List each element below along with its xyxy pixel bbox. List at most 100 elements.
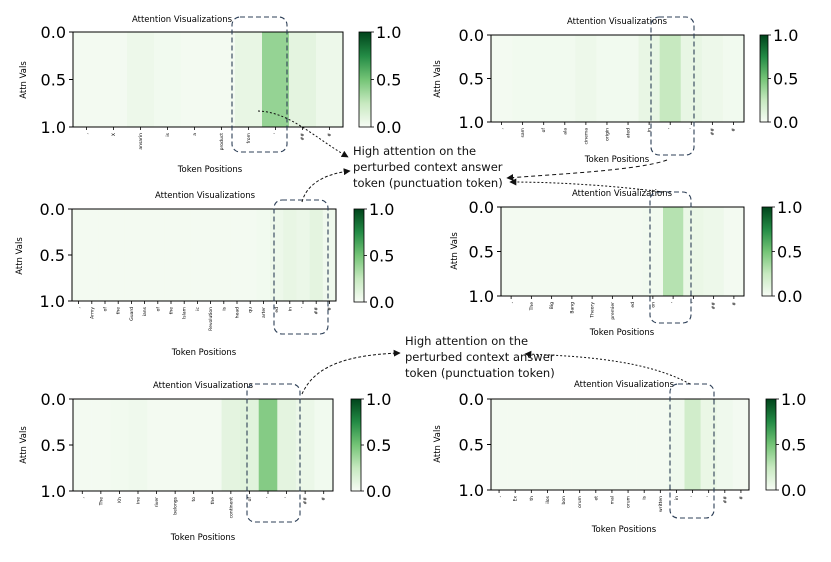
heatmap-cell-2-2 [533,35,555,122]
x-tick-label-4-6: ed [630,302,636,308]
attention-panel-6: 0.0 0.5 1.0, Ex th ilos bon orum et mal orum is writ… [433,380,806,535]
heatmap-cell-4-11 [723,207,745,296]
x-tick-label-5-2: Kh [117,497,123,503]
highlight-box-5 [246,383,301,523]
x-tick-label-2-11: # [731,128,737,132]
colorbar-tick-label-6-1: 0.5 [781,436,806,455]
highlight-box-3 [273,199,329,335]
attention-panel-5: 0.0 0.5 1.0, The Kh ine river belongs to the conti… [19,381,391,543]
heatmap-cell-3-3 [111,209,126,301]
x-tick-label-5-10: ' [266,497,272,498]
heatmap-cell-3-12 [230,209,244,301]
colorbar-tick-label-3-1: 0.5 [369,247,394,266]
x-tick-label-3-10: Revolution [208,307,214,331]
heatmap-cell-5-0 [73,399,92,491]
x-tick-label-6-14: ## [722,496,728,504]
chart-title-3: Attention Visualizations [155,191,256,201]
heatmap-cell-3-6 [151,209,165,301]
x-tick-label-1-8: ## [300,133,306,141]
x-tick-label-5-3: ine [136,497,142,504]
x-tick-label-6-4: bon [561,496,567,505]
y-tick-label-2-1: 0.5 [459,70,484,89]
heatmap-cell-3-9 [190,209,205,301]
heatmap-cell-4-7 [642,207,664,296]
heatmap-cell-6-0 [491,399,508,490]
x-tick-label-3-19: # [327,307,333,311]
x-tick-label-5-0: , [81,497,86,498]
heatmap-cell-6-4 [555,399,572,490]
x-tick-label-3-15: ed [274,307,280,313]
heatmap-cell-4-6 [622,207,644,296]
heatmap-cell-3-0 [72,209,86,301]
highlight-box-2 [650,16,695,156]
heatmap-cell-3-7 [164,209,178,301]
x-tick-label-6-15: # [738,496,744,500]
callout-top: High attention on the perturbed context … [353,143,503,191]
heatmap-cell-1-3 [154,32,182,127]
x-axis-label-2: Token Positions [584,155,650,165]
y-tick-label-6-2: 1.0 [459,481,484,500]
heatmap-cell-1-9 [316,32,344,127]
colorbar-tick-label-1-1: 0.5 [376,71,401,90]
chart-title-1: Attention Visualizations [132,15,233,25]
y-tick-label-4-0: 0.0 [469,198,494,217]
heatmap-cell-2-3 [554,35,576,122]
heatmap-cell-4-8 [663,207,684,296]
x-axis-label-5: Token Positions [170,533,236,543]
colorbar-tick-label-4-2: 0.0 [777,287,802,306]
callout-bottom-line-3: token (punctuation token) [405,366,555,380]
y-tick-label-1-2: 1.0 [41,118,66,137]
heatmap-cell-3-18 [309,209,324,301]
heatmap-cell-1-6 [235,32,263,127]
x-tick-label-6-13: ' [706,496,712,497]
x-tick-label-4-0: , [510,302,515,303]
heatmap-cell-2-9 [680,35,703,122]
heatmap-cell-2-8 [659,35,682,122]
colorbar-tick-label-2-0: 1.0 [773,26,798,45]
arrow-panel1-to-callout [257,110,349,158]
x-tick-label-6-0: , [498,496,503,497]
x-tick-label-4-1: The [529,302,535,312]
heatmap-cell-6-8 [620,399,637,490]
heatmap-cell-5-2 [110,399,130,491]
x-tick-label-4-5: premier [610,302,616,320]
x-tick-label-6-9: is [642,495,648,499]
heatmap-cell-1-5 [208,32,236,127]
x-tick-label-3-12: head [235,307,241,318]
x-tick-label-5-7: the [210,497,216,505]
heatmap-cell-6-9 [636,399,653,490]
x-tick-label-3-13: qu [249,307,254,313]
heatmap-cell-2-10 [701,35,724,122]
heatmap-cell-1-1 [100,32,128,127]
x-tick-label-1-0: , [85,133,90,134]
y-tick-label-6-0: 0.0 [459,390,484,409]
colorbar-tick-label-6-0: 1.0 [781,390,806,409]
heatmap-cell-4-0 [501,207,522,296]
heatmap-cell-3-15 [270,209,284,301]
callout-bottom-line-2: perturbed context answer [405,350,555,364]
heatmap-cell-6-6 [587,399,605,490]
heatmap-cell-6-7 [603,399,621,490]
x-tick-label-3-1: Army [89,307,95,319]
callout-bottom-line-1: High attention on the [405,334,529,348]
arrow-panel5-to-callout [301,349,401,395]
y-tick-label-3-2: 1.0 [40,292,65,311]
heatmap-cell-1-4 [181,32,209,127]
highlight-box-1 [231,16,288,153]
x-tick-label-1-7: ' [273,133,279,134]
x-tick-label-4-8: ' [671,302,677,303]
heatmap-cell-2-6 [617,35,639,122]
attention-panel-3: 0.0 0.5 1.0, Army of the Guard ians of the Islam ic… [15,191,394,358]
chart-title-5: Attention Visualizations [153,381,254,391]
y-tick-label-3-0: 0.0 [40,200,65,219]
heatmap-cell-5-1 [91,399,111,491]
colorbar-tick-label-6-2: 0.0 [781,481,806,500]
x-tick-label-3-4: Guard [129,307,135,321]
colorbar-5 [350,398,362,492]
x-axis-label-6: Token Positions [591,525,657,535]
colorbar-tick-label-4-0: 1.0 [777,198,802,217]
colorbar-tick-label-5-0: 1.0 [366,390,391,409]
attention-panel-4: 0.0 0.5 1.0, The Big Bang Theory premier ed on ' ' #… [450,189,802,338]
callout-top-line-1: High attention on the [353,144,477,158]
